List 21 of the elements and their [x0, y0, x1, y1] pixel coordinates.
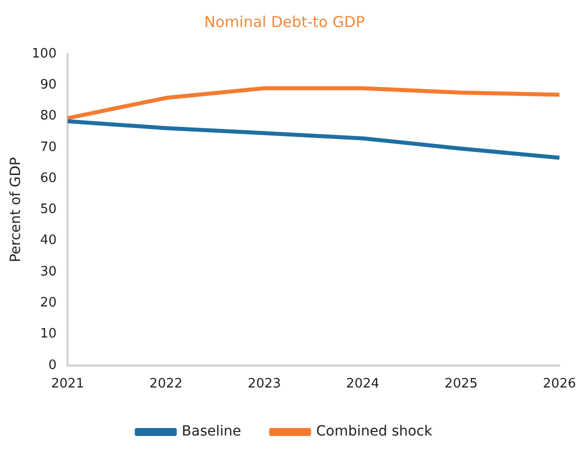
y-tick-label: 80	[40, 108, 57, 124]
x-tick-label: 2021	[51, 376, 84, 392]
y-axis-title: Percent of GDP	[8, 157, 24, 262]
x-tick-label: 2025	[444, 376, 478, 392]
chart-title: Nominal Debt-to GDP	[204, 12, 365, 31]
y-tick-label: 40	[40, 233, 57, 248]
y-tick-label: 90	[40, 78, 57, 93]
legend-label: Combined shock	[316, 424, 434, 440]
x-tick-label: 2024	[346, 376, 380, 392]
x-tick-label: 2022	[149, 376, 183, 392]
y-tick-label: 60	[40, 170, 57, 186]
y-tick-label: 70	[40, 140, 57, 155]
y-tick-label: 20	[40, 295, 57, 310]
y-tick-label: 50	[40, 202, 57, 218]
y-tick-label: 100	[32, 46, 57, 62]
y-tick-label: 0	[48, 358, 57, 373]
x-tick-label: 2023	[248, 376, 281, 392]
x-tick-label: 2026	[542, 376, 576, 392]
legend-label: Baseline	[182, 424, 242, 440]
y-tick-label: 10	[40, 326, 57, 342]
y-tick-label: 30	[40, 264, 57, 280]
